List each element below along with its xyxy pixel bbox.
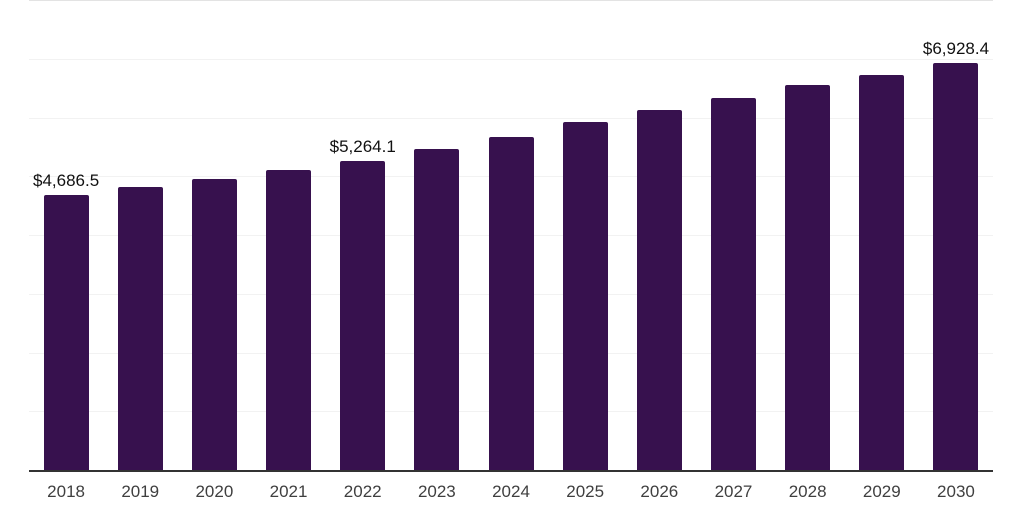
bar-slot-2019 bbox=[103, 0, 177, 470]
bar-2025 bbox=[562, 121, 608, 470]
bar-2021 bbox=[266, 170, 312, 470]
bar-2020 bbox=[191, 179, 237, 470]
bar-slot-2029 bbox=[845, 0, 919, 470]
gridline-7000 bbox=[29, 58, 993, 60]
x-tick-2026: 2026 bbox=[640, 482, 679, 501]
bar-2022 bbox=[340, 160, 386, 470]
bar-slot-2020 bbox=[177, 0, 251, 470]
bar-slot-2027 bbox=[696, 0, 770, 470]
plot-area: $4,686.5 $5,264.1 $6,928.4 bbox=[29, 0, 993, 472]
bar-2027 bbox=[710, 97, 756, 470]
bar-value-label-2030: $6,928.4 bbox=[922, 38, 990, 58]
bar-slot-2023 bbox=[400, 0, 474, 470]
bar-2028 bbox=[785, 85, 831, 470]
x-tick-2021: 2021 bbox=[269, 482, 308, 501]
x-tick-2019: 2019 bbox=[121, 482, 160, 501]
bars-container: $4,686.5 $5,264.1 $6,928.4 bbox=[29, 0, 993, 470]
bar-2029 bbox=[859, 74, 905, 470]
bar-slot-2025 bbox=[548, 0, 622, 470]
gridline-8000 bbox=[29, 0, 993, 1]
x-tick-2023: 2023 bbox=[417, 482, 456, 501]
x-axis: 2018 2019 2020 2021 2022 2023 2024 2025 2026 2027… bbox=[29, 483, 993, 500]
bar-slot-2021 bbox=[251, 0, 325, 470]
x-tick-2018: 2018 bbox=[47, 482, 85, 501]
bar-2030 bbox=[933, 62, 979, 470]
bar-slot-2018: $4,686.5 bbox=[29, 0, 103, 470]
x-tick-2020: 2020 bbox=[195, 482, 234, 501]
x-tick-2022: 2022 bbox=[343, 482, 382, 501]
bar-slot-2028 bbox=[771, 0, 845, 470]
bar-2018 bbox=[43, 194, 89, 470]
bar-slot-2022: $5,264.1 bbox=[326, 0, 400, 470]
bar-2019 bbox=[117, 187, 163, 470]
x-tick-2024: 2024 bbox=[492, 482, 530, 501]
bar-slot-2024 bbox=[474, 0, 548, 470]
bar-2024 bbox=[488, 136, 534, 470]
bar-value-label-2022: $5,264.1 bbox=[329, 136, 396, 156]
x-tick-2029: 2029 bbox=[862, 482, 901, 501]
x-tick-2030: 2030 bbox=[937, 482, 975, 501]
bar-2023 bbox=[414, 149, 460, 470]
bar-2026 bbox=[636, 109, 682, 470]
x-tick-2025: 2025 bbox=[566, 482, 605, 501]
x-tick-2028: 2028 bbox=[788, 482, 827, 501]
x-tick-2027: 2027 bbox=[714, 482, 753, 501]
bar-slot-2026 bbox=[622, 0, 696, 470]
bar-slot-2030: $6,928.4 bbox=[919, 0, 993, 470]
bar-value-label-2018: $4,686.5 bbox=[32, 170, 100, 190]
gridline-6000 bbox=[29, 117, 993, 119]
